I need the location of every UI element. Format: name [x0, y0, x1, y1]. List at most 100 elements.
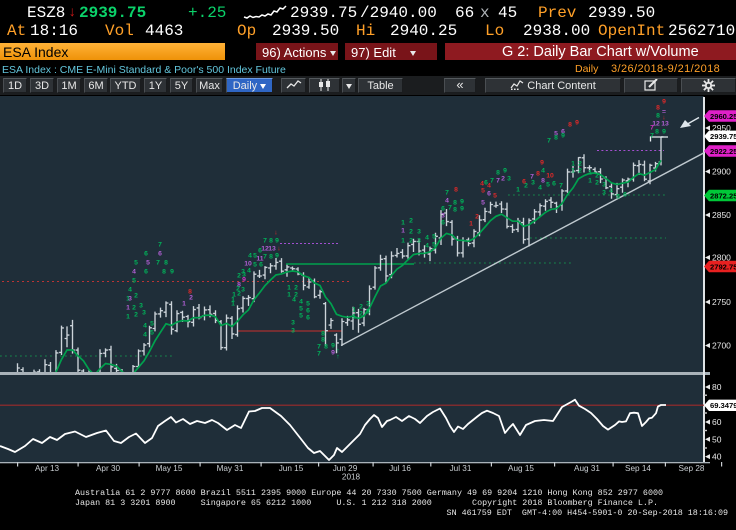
- svg-text:9: 9: [662, 129, 666, 136]
- svg-text:3: 3: [242, 272, 246, 279]
- svg-text:40: 40: [712, 452, 722, 462]
- svg-text:8: 8: [162, 269, 166, 276]
- svg-text:2018: 2018: [342, 473, 361, 482]
- svg-text:9: 9: [662, 99, 666, 106]
- svg-text:13: 13: [268, 246, 276, 253]
- svg-text:7: 7: [559, 183, 563, 190]
- svg-text:3: 3: [139, 303, 143, 310]
- svg-text:3: 3: [602, 182, 606, 189]
- svg-text:6: 6: [623, 192, 627, 199]
- svg-text:8: 8: [453, 207, 457, 214]
- svg-text:2960.25: 2960.25: [710, 112, 736, 121]
- svg-text:4: 4: [487, 183, 491, 190]
- svg-text:9: 9: [242, 277, 246, 284]
- svg-text:1: 1: [287, 292, 291, 299]
- svg-text:6: 6: [561, 129, 565, 136]
- svg-text:5: 5: [493, 193, 497, 200]
- svg-text:5: 5: [150, 330, 154, 337]
- svg-text:8: 8: [536, 171, 540, 178]
- svg-text:↓: ↓: [277, 246, 280, 253]
- svg-text:9: 9: [460, 206, 464, 213]
- svg-text:13: 13: [661, 121, 669, 128]
- svg-text:2: 2: [524, 183, 528, 190]
- svg-text:2: 2: [134, 312, 138, 319]
- svg-text:2: 2: [237, 273, 241, 280]
- svg-text:2922.25: 2922.25: [710, 147, 736, 156]
- svg-text:2: 2: [409, 218, 413, 225]
- svg-text:8: 8: [321, 337, 325, 344]
- svg-text:8: 8: [454, 187, 458, 194]
- svg-text:1: 1: [588, 178, 592, 185]
- svg-text:3: 3: [291, 328, 295, 335]
- svg-text:5: 5: [481, 188, 485, 195]
- svg-text:4: 4: [299, 299, 303, 306]
- svg-text:4: 4: [128, 287, 132, 294]
- svg-text:5: 5: [299, 313, 303, 320]
- svg-text:Sep 14: Sep 14: [625, 464, 651, 473]
- svg-text:69.3479: 69.3479: [710, 401, 736, 410]
- svg-text:8: 8: [656, 105, 660, 112]
- svg-text:4: 4: [445, 198, 449, 205]
- svg-text:2750: 2750: [712, 297, 731, 307]
- svg-text:2: 2: [595, 180, 599, 187]
- svg-text:4: 4: [425, 243, 429, 250]
- svg-text:8: 8: [453, 200, 457, 207]
- svg-text:7: 7: [158, 242, 162, 249]
- svg-text:↑: ↑: [336, 354, 339, 361]
- svg-text:12: 12: [261, 246, 269, 253]
- svg-text:1: 1: [126, 314, 130, 321]
- svg-text:12: 12: [652, 121, 660, 128]
- svg-text:8: 8: [324, 344, 328, 351]
- svg-text:4: 4: [248, 253, 252, 260]
- svg-text:1: 1: [287, 285, 291, 292]
- svg-text:6: 6: [306, 308, 310, 315]
- svg-text:5: 5: [253, 253, 257, 260]
- svg-text:3: 3: [531, 180, 535, 187]
- svg-text:6: 6: [484, 180, 488, 187]
- svg-text:8: 8: [655, 129, 659, 136]
- svg-text:7: 7: [496, 178, 500, 185]
- svg-text:2: 2: [409, 229, 413, 236]
- svg-text:4: 4: [609, 188, 613, 195]
- svg-text:6: 6: [158, 251, 162, 258]
- svg-text:6: 6: [522, 179, 526, 186]
- svg-text:5: 5: [481, 200, 485, 207]
- svg-text:10: 10: [244, 261, 252, 268]
- svg-text:9: 9: [275, 238, 279, 245]
- svg-text:1: 1: [588, 170, 592, 177]
- svg-text:6: 6: [487, 191, 491, 198]
- svg-text:1: 1: [401, 228, 405, 235]
- svg-text:4: 4: [292, 297, 296, 304]
- svg-text:7: 7: [263, 254, 267, 261]
- svg-text:7: 7: [530, 174, 534, 181]
- svg-text:60: 60: [712, 417, 722, 427]
- svg-text:5: 5: [554, 131, 558, 138]
- svg-text:2: 2: [294, 285, 298, 292]
- svg-text:3: 3: [241, 287, 245, 294]
- svg-text:9: 9: [540, 160, 544, 167]
- svg-text:2: 2: [501, 176, 505, 183]
- svg-text:9: 9: [575, 120, 579, 127]
- svg-text:May 31: May 31: [217, 464, 244, 473]
- svg-text:Sep 28: Sep 28: [679, 464, 705, 473]
- svg-text:1: 1: [469, 221, 473, 228]
- svg-text:6: 6: [259, 262, 263, 269]
- svg-text:6: 6: [144, 269, 148, 276]
- svg-text:7: 7: [156, 260, 160, 267]
- svg-text:Apr 13: Apr 13: [35, 464, 60, 473]
- svg-text:80: 80: [712, 382, 722, 392]
- svg-text:9: 9: [275, 253, 279, 260]
- svg-text:Jul 16: Jul 16: [389, 464, 411, 473]
- svg-text:2: 2: [409, 238, 413, 245]
- svg-text:Jun 29: Jun 29: [333, 464, 358, 473]
- svg-text:8: 8: [321, 331, 325, 338]
- svg-text:2: 2: [134, 293, 138, 300]
- svg-text:9: 9: [460, 199, 464, 206]
- svg-text:50: 50: [712, 434, 722, 444]
- svg-text:1: 1: [232, 292, 236, 299]
- svg-text:7: 7: [317, 351, 321, 358]
- svg-text:Apr 30: Apr 30: [96, 464, 121, 473]
- svg-text:Aug 31: Aug 31: [574, 464, 600, 473]
- svg-text:3: 3: [602, 190, 606, 197]
- svg-text:↓: ↓: [662, 115, 665, 122]
